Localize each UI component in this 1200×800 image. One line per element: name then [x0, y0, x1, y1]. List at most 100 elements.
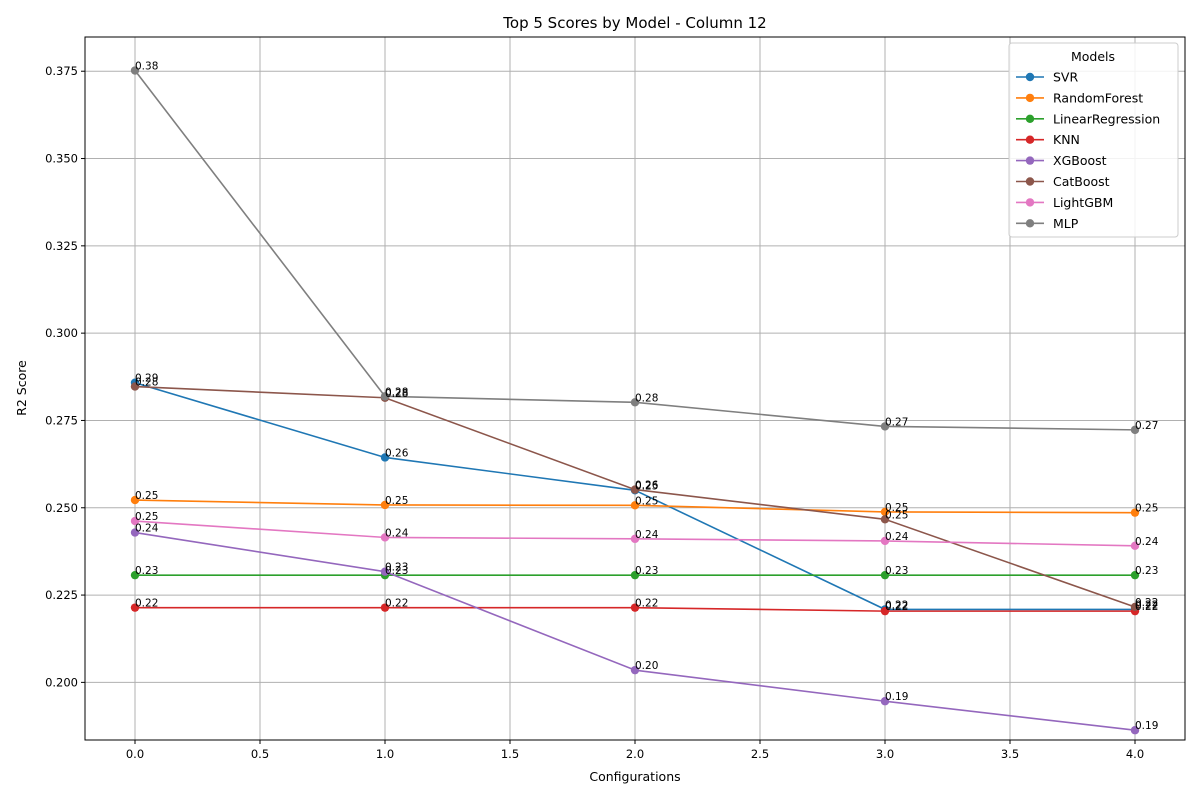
data-label-xgboost: 0.20: [635, 660, 658, 672]
legend-marker-knn: [1025, 135, 1035, 144]
legend-label-mlp: MLP: [1053, 216, 1079, 231]
legend-marker-mlp: [1025, 219, 1035, 228]
data-point-svr: [380, 453, 390, 462]
data-label-mlp: 0.38: [135, 61, 158, 73]
x-tick-label: 3.0: [876, 747, 894, 761]
data-label-xgboost: 0.19: [885, 691, 908, 703]
data-label-randomforest: 0.25: [635, 495, 658, 507]
x-tick-label: 1.0: [376, 747, 394, 761]
y-tick-label: 0.325: [45, 239, 78, 253]
data-point-knn: [380, 603, 390, 612]
data-point-randomforest: [380, 500, 390, 510]
y-tick-label: 0.200: [45, 675, 78, 689]
legend-item-linearregression: LinearRegression: [1016, 111, 1160, 126]
data-label-catboost: 0.28: [385, 388, 408, 400]
legend-item-knn: KNN: [1016, 132, 1080, 147]
series-mlp: [130, 66, 1140, 435]
y-tick-label: 0.225: [45, 588, 78, 602]
legend: Models SVR RandomForest LinearRegression KN…: [1008, 42, 1179, 238]
data-point-randomforest: [130, 495, 140, 505]
y-tick-label: 0.300: [45, 326, 78, 340]
data-point-randomforest: [630, 501, 640, 510]
series-lightgbm: [130, 516, 1140, 551]
data-label-svr: 0.22: [1135, 599, 1158, 611]
data-label-linearregression: 0.23: [385, 565, 408, 577]
chart-title: Top 5 Scores by Model - Column 12: [502, 14, 766, 32]
data-point-knn: [880, 606, 890, 616]
x-axis-ticks: 0.0 0.5 1.0 1.5 2.0 2.5 3.0 3.5 4.0: [126, 740, 1144, 761]
data-point-mlp: [380, 392, 390, 401]
data-point-randomforest: [1130, 508, 1140, 517]
data-point-mlp: [130, 66, 140, 75]
legend-marker-randomforest: [1025, 93, 1035, 103]
x-tick-label: 2.5: [751, 747, 769, 761]
legend-item-svr: SVR: [1016, 70, 1078, 85]
legend-title: Models: [1071, 49, 1115, 64]
series-linearregression: [130, 570, 1140, 580]
data-label-knn: 0.22: [885, 601, 908, 613]
data-label-mlp: 0.27: [885, 416, 908, 428]
data-point-mlp: [1130, 425, 1140, 435]
legend-item-lightgbm: LightGBM: [1016, 195, 1113, 210]
legend-item-catboost: CatBoost: [1016, 174, 1110, 189]
data-label-randomforest: 0.25: [135, 490, 158, 502]
legend-item-mlp: MLP: [1016, 216, 1079, 231]
data-label-mlp: 0.28: [635, 392, 658, 404]
data-point-xgboost: [1130, 726, 1140, 735]
legend-marker-catboost: [1025, 177, 1035, 186]
legend-label-catboost: CatBoost: [1053, 174, 1110, 189]
data-label-lightgbm: 0.24: [385, 527, 409, 539]
data-point-lightgbm: [630, 534, 640, 544]
data-point-knn: [130, 603, 140, 612]
y-tick-label: 0.350: [45, 152, 78, 166]
data-point-catboost: [880, 515, 890, 524]
data-label-xgboost: 0.24: [135, 523, 159, 535]
data-label-xgboost: 0.19: [1135, 720, 1158, 732]
data-label-lightgbm: 0.24: [885, 531, 909, 543]
data-label-svr: 0.25: [635, 480, 658, 492]
legend-items: SVR RandomForest LinearRegression KNN XGBoos…: [1016, 70, 1160, 231]
y-axis-ticks: 0.200 0.225 0.250 0.275 0.300 0.325 0.350 0.375: [45, 64, 85, 689]
data-point-randomforest: [880, 507, 890, 517]
data-point-lightgbm: [1130, 541, 1140, 551]
legend-label-knn: KNN: [1053, 132, 1080, 147]
legend-marker-linearregression: [1025, 114, 1035, 124]
data-point-lightgbm: [130, 516, 140, 526]
data-point-mlp: [880, 422, 890, 431]
data-point-linearregression: [630, 570, 640, 580]
x-tick-label: 3.5: [1001, 747, 1019, 761]
data-label-catboost: 0.25: [885, 509, 908, 521]
data-labels: 0.29 0.26 0.25 0.22 0.22 0.25 0.25 0.25 0.25 0.25…: [135, 61, 1159, 733]
data-label-linearregression: 0.23: [885, 565, 908, 577]
y-tick-label: 0.275: [45, 413, 78, 427]
data-point-linearregression: [130, 570, 140, 580]
x-tick-label: 1.5: [501, 747, 519, 761]
legend-marker-xgboost: [1025, 156, 1035, 165]
data-point-xgboost: [630, 665, 640, 675]
legend-box: [1008, 42, 1179, 238]
data-label-svr: 0.29: [135, 373, 158, 385]
data-label-mlp: 0.27: [1135, 420, 1158, 432]
data-label-knn: 0.22: [635, 598, 658, 610]
data-point-linearregression: [880, 570, 890, 580]
data-label-randomforest: 0.25: [1135, 503, 1158, 515]
data-label-linearregression: 0.23: [635, 565, 658, 577]
data-label-knn: 0.22: [385, 598, 408, 610]
series-randomforest: [130, 495, 1140, 517]
data-label-catboost: 0.22: [1135, 597, 1158, 609]
data-point-knn: [630, 603, 640, 612]
data-point-linearregression: [1130, 570, 1140, 580]
x-tick-label: 0.0: [126, 747, 144, 761]
data-label-linearregression: 0.23: [135, 565, 158, 577]
y-tick-label: 0.375: [45, 64, 78, 78]
x-tick-label: 2.0: [626, 747, 644, 761]
series-xgboost: [130, 528, 1140, 735]
data-point-mlp: [630, 398, 640, 407]
data-point-xgboost: [130, 528, 140, 537]
data-point-catboost: [1130, 602, 1140, 612]
data-label-randomforest: 0.25: [385, 495, 408, 507]
data-label-svr: 0.22: [885, 599, 908, 611]
data-label-xgboost: 0.23: [385, 562, 408, 574]
data-label-svr: 0.26: [385, 447, 409, 459]
